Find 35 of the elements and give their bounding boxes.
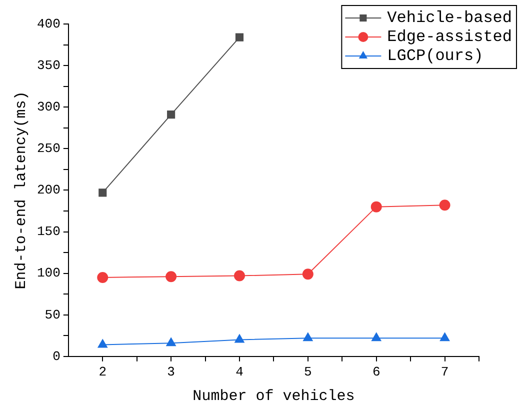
point [98,339,108,348]
point [302,268,314,280]
y-tick-label: 100 [37,266,60,281]
y-tick-label: 350 [37,58,60,73]
point [234,270,245,282]
y-tick-label: 200 [37,182,60,198]
y-axis-title: End-to-end latency(ms) [12,91,30,290]
y-tick-label: 0 [52,348,60,364]
legend-label: Vehicle-based [387,9,512,28]
point [97,272,108,283]
point [166,338,176,346]
legend-label: LGCP(ours) [387,47,484,66]
point [235,33,244,42]
x-tick-label: 3 [167,364,175,380]
y-tick-label: 150 [37,224,60,240]
point [234,334,244,343]
y-tick-label: 250 [37,141,60,156]
x-tick-label: 7 [440,364,449,380]
x-tick-label: 4 [236,364,244,380]
point [439,200,450,211]
point [98,188,107,197]
point [166,271,177,282]
x-tick-label: 2 [98,364,107,380]
point [167,110,176,119]
x-tick-label: 6 [372,364,380,380]
x-axis-title: Number of vehicles [192,388,355,405]
point [370,201,382,212]
point [440,332,450,342]
y-tick-label: 50 [44,307,60,322]
point [372,332,382,342]
legend-label: Edge-assisted [387,28,512,46]
point [303,332,313,342]
y-tick-label: 300 [37,100,60,115]
y-tick-label: 400 [37,16,60,32]
x-tick-label: 5 [304,364,312,380]
